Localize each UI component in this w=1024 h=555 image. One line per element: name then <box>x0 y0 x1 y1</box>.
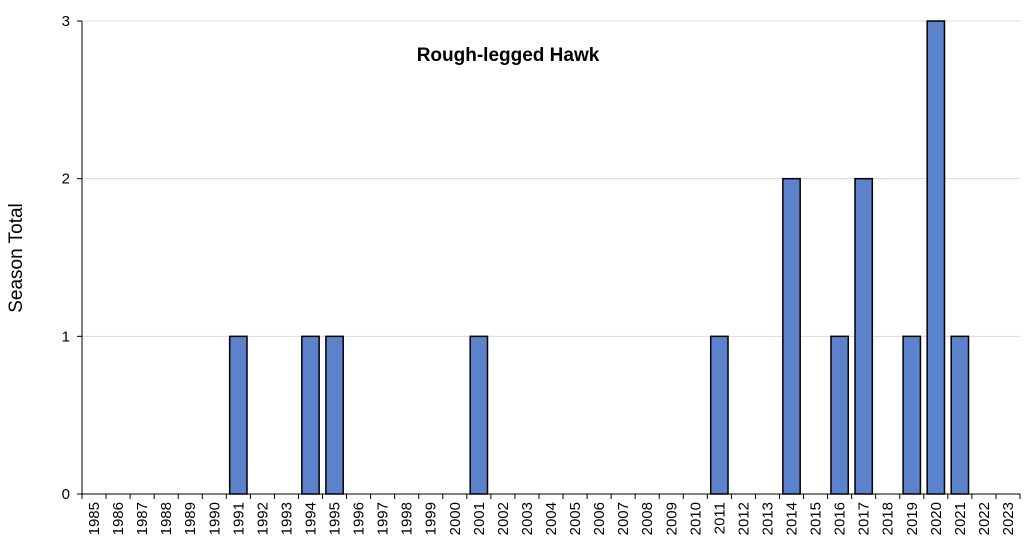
x-tick-label: 1987 <box>134 502 151 535</box>
bar-1995 <box>325 335 344 495</box>
x-tick-label: 1996 <box>351 502 368 535</box>
x-tick-label: 1986 <box>110 502 127 535</box>
y-tick-label: 2 <box>62 171 70 188</box>
x-tick-label: 2013 <box>759 502 776 535</box>
bar-2014 <box>782 177 801 495</box>
x-tick-label: 2004 <box>543 502 560 535</box>
x-tick-label: 2008 <box>639 502 656 535</box>
y-tick-label: 1 <box>62 328 70 345</box>
bar-2019 <box>902 335 922 495</box>
bar-2017 <box>854 177 874 495</box>
bars <box>228 20 970 495</box>
x-tick-label: 2019 <box>904 502 921 535</box>
bar-1994 <box>301 335 320 495</box>
x-tick-label: 2017 <box>856 502 873 535</box>
x-tick-label: 1997 <box>375 502 392 535</box>
chart-title: Rough-legged Hawk <box>417 45 600 66</box>
x-tick-label: 2000 <box>447 502 464 535</box>
x-tick-label: 2002 <box>495 502 512 535</box>
x-tick-label: 2006 <box>591 502 608 535</box>
x-tick-label: 1991 <box>230 502 247 535</box>
x-tick-label: 2015 <box>808 502 825 535</box>
y-axis-label: Season Total <box>6 203 27 313</box>
x-tick-label: 2010 <box>687 502 704 535</box>
x-tick-label: 1995 <box>327 502 344 535</box>
x-tick-label: 1989 <box>182 502 199 535</box>
x-tick-label: 2001 <box>471 502 488 535</box>
x-tick-label: 1988 <box>158 502 175 535</box>
x-tick-label: 2007 <box>615 502 632 535</box>
axes <box>77 20 1021 499</box>
bar-2016 <box>830 335 850 495</box>
x-tick-label: 1993 <box>278 502 295 535</box>
y-tick-label: 0 <box>62 486 70 503</box>
bar-2001 <box>469 335 489 495</box>
x-tick-label: 1999 <box>423 502 440 535</box>
y-tick-labels: 0 1 2 3 <box>62 13 70 503</box>
x-tick-labels: 1985 1986 1987 1988 1989 1990 1991 1992 1993 1994… <box>86 502 1017 535</box>
x-tick-label: 1992 <box>254 502 271 535</box>
x-tick-label: 2016 <box>832 502 849 535</box>
x-tick-label: 1994 <box>302 502 319 535</box>
x-tick-label: 2012 <box>735 502 752 535</box>
x-tick-label: 1990 <box>206 502 223 535</box>
x-tick-label: 2003 <box>519 502 536 535</box>
x-tick-label: 2014 <box>784 502 801 535</box>
x-tick-label: 2009 <box>663 502 680 535</box>
x-tick-label: 1985 <box>86 502 103 535</box>
x-tick-label: 2021 <box>952 502 969 535</box>
x-tick-label: 2020 <box>928 502 945 535</box>
x-tick-label: 2005 <box>567 502 584 535</box>
x-tick-label: 2018 <box>880 502 897 535</box>
bar-2011 <box>709 335 729 495</box>
bar-1991 <box>228 335 248 495</box>
x-tick-label: 2011 <box>711 502 728 534</box>
bar-2020 <box>926 20 946 495</box>
bar-2021 <box>950 335 970 495</box>
x-tick-label: 2023 <box>1000 502 1017 535</box>
x-tick-label: 1998 <box>399 502 416 535</box>
x-tick-label: 2022 <box>976 502 993 535</box>
gridlines <box>82 20 1020 337</box>
y-tick-label: 3 <box>62 13 70 30</box>
